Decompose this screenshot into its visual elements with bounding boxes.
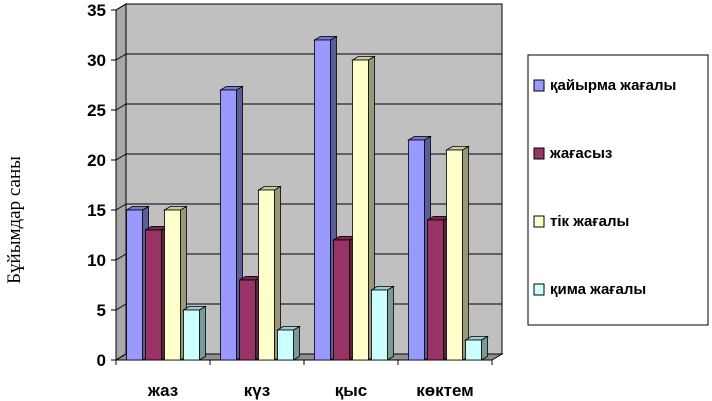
- bar-front: [371, 289, 388, 361]
- legend: қайырма жағалы жағасыз тік жағалы қима жаға…: [527, 54, 709, 326]
- y-tick-label: 5: [97, 301, 106, 320]
- y-tick-label: 0: [97, 351, 106, 370]
- x-tick-label: жаз: [147, 381, 178, 400]
- bar-side: [387, 285, 394, 361]
- bar-front: [427, 219, 444, 361]
- bar-front: [239, 279, 256, 361]
- legend-item: қима жағалы: [533, 281, 646, 298]
- bars: [125, 35, 489, 361]
- bar-front: [258, 189, 275, 361]
- bar-front: [352, 59, 369, 361]
- legend-box: [527, 54, 709, 326]
- legend-swatch: [533, 147, 545, 160]
- bar-front: [126, 209, 143, 361]
- bar-front: [220, 89, 237, 361]
- y-tick-label: 10: [87, 251, 106, 270]
- gridline-side: [115, 203, 127, 211]
- y-tick-label: 15: [87, 201, 106, 220]
- bar-front: [465, 339, 482, 361]
- bar-front: [446, 149, 463, 361]
- bar-front: [277, 329, 294, 361]
- legend-label: жағасыз: [549, 145, 612, 162]
- bar-front: [314, 39, 331, 361]
- legend-label: қима жағалы: [550, 281, 646, 298]
- bar-side: [199, 305, 206, 361]
- legend-label: қайырма жағалы: [550, 77, 676, 94]
- gridline-side: [115, 103, 127, 111]
- bar-side: [481, 335, 488, 361]
- bar-front: [145, 229, 162, 361]
- bar-front: [164, 209, 181, 361]
- legend-swatch: [533, 79, 545, 92]
- gridline-side: [115, 353, 127, 361]
- bar-front: [183, 309, 200, 361]
- gridline-side: [115, 53, 127, 61]
- bar-front: [333, 239, 350, 361]
- bar: [445, 145, 470, 361]
- bar: [351, 55, 376, 361]
- gridline-side: [115, 153, 127, 161]
- gridline-side: [115, 303, 127, 311]
- bar: [257, 185, 282, 361]
- bar: [370, 285, 395, 361]
- x-axis-ticks: жаз күз қыс көктем: [115, 360, 493, 400]
- y-axis-label: Бұйымдар саны: [4, 156, 25, 284]
- bar: [276, 325, 301, 361]
- bar-side: [293, 325, 300, 361]
- legend-item: тік жағалы: [533, 213, 629, 230]
- bar-side: [462, 145, 469, 361]
- legend-swatch: [533, 215, 545, 228]
- x-tick-label: көктем: [416, 381, 474, 400]
- y-axis-ticks: 0 5 10 15 20 25 30 35: [87, 1, 116, 370]
- legend-item: жағасыз: [533, 145, 612, 162]
- y-tick-label: 35: [87, 1, 106, 20]
- bar: [464, 335, 489, 361]
- gridline-side: [115, 3, 127, 11]
- legend-label: тік жағалы: [550, 213, 629, 230]
- legend-item: қайырма жағалы: [533, 77, 676, 94]
- y-tick-label: 30: [87, 51, 106, 70]
- bar-front: [408, 139, 425, 361]
- bar: [219, 85, 244, 361]
- x-tick-label: күз: [244, 381, 270, 400]
- legend-swatch: [533, 283, 545, 296]
- y-tick-label: 20: [87, 151, 106, 170]
- x-tick-label: қыс: [335, 381, 367, 400]
- y-tick-label: 25: [87, 101, 106, 120]
- bar: [182, 305, 207, 361]
- gridline-side: [115, 253, 127, 261]
